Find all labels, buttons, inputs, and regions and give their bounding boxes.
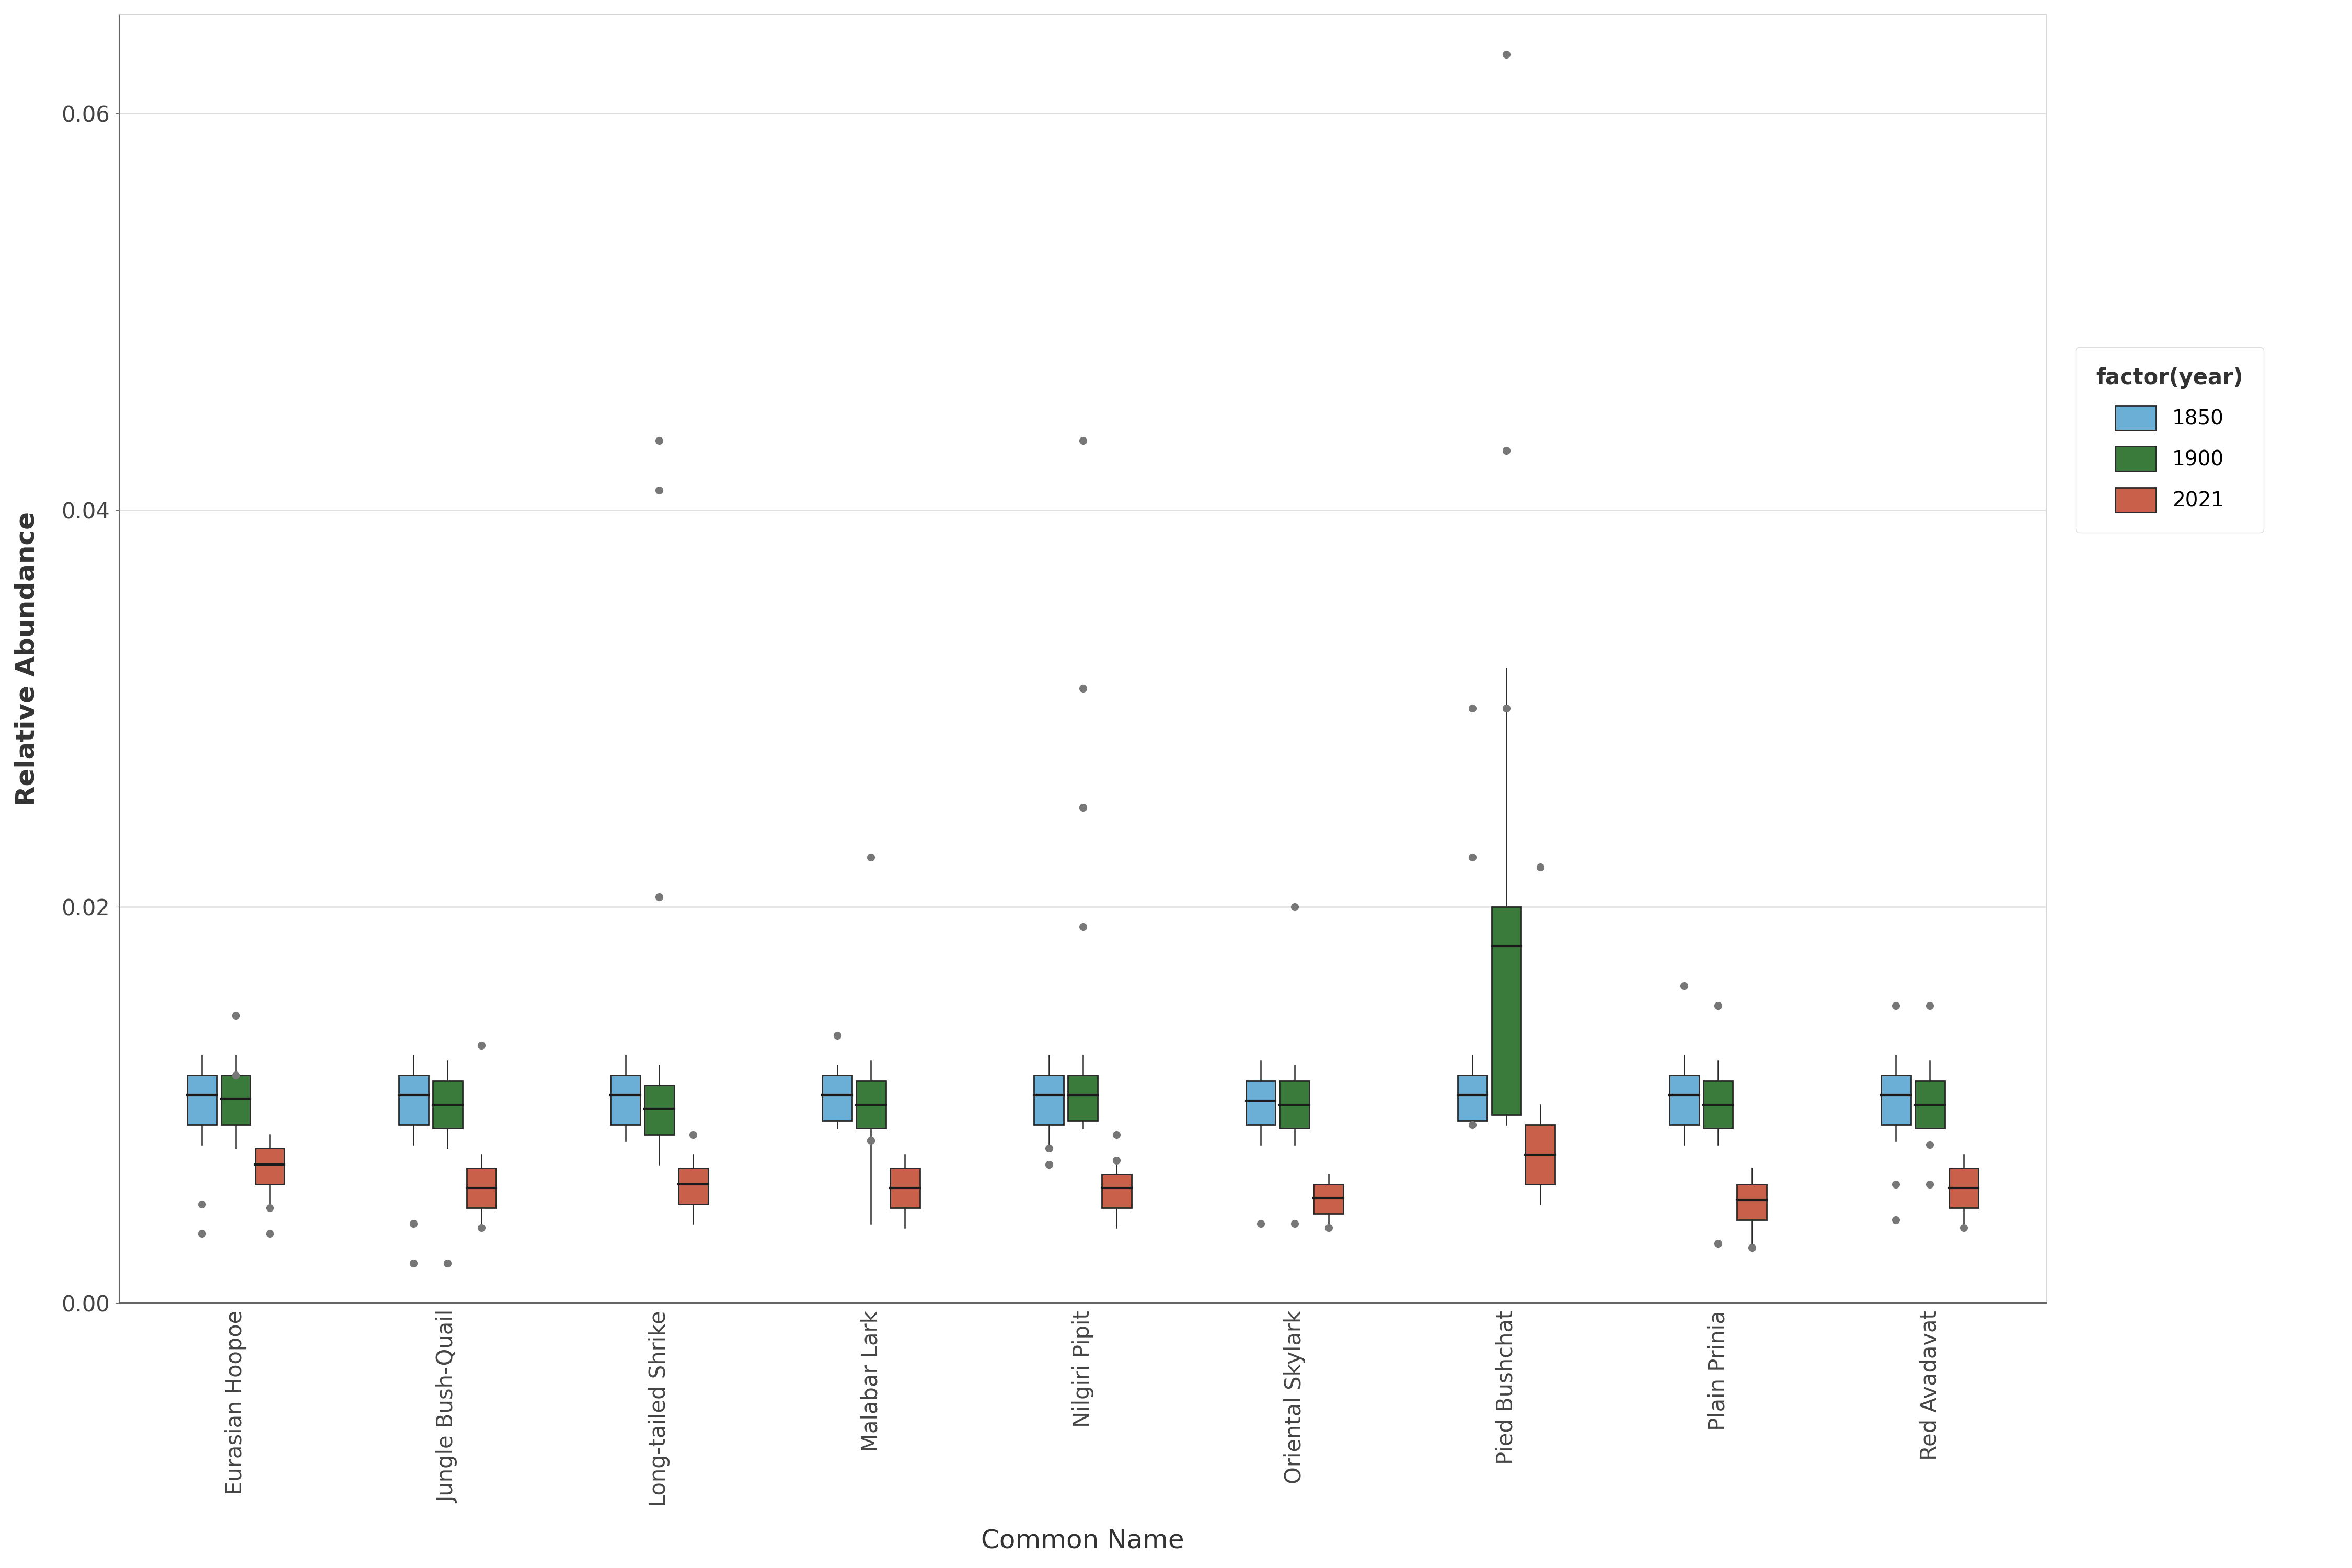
Point bbox=[1910, 993, 1947, 1018]
Point bbox=[1522, 855, 1559, 880]
Point bbox=[818, 1022, 856, 1047]
Point bbox=[640, 478, 677, 503]
Point bbox=[1030, 1152, 1068, 1178]
Bar bbox=[400, 1076, 428, 1124]
Point bbox=[851, 845, 889, 870]
Point bbox=[1310, 1215, 1348, 1240]
Bar bbox=[677, 1168, 708, 1204]
Legend: 1850, 1900, 2021: 1850, 1900, 2021 bbox=[2077, 347, 2263, 533]
Point bbox=[1454, 845, 1491, 870]
Point bbox=[1030, 1135, 1068, 1160]
Bar bbox=[644, 1085, 675, 1135]
Bar bbox=[889, 1168, 920, 1207]
Bar bbox=[612, 1076, 640, 1124]
Point bbox=[1877, 1171, 1915, 1196]
Point bbox=[1733, 1236, 1771, 1261]
Point bbox=[1242, 1210, 1279, 1236]
Point bbox=[252, 1195, 289, 1220]
Point bbox=[640, 884, 677, 909]
Point bbox=[1063, 676, 1101, 701]
Point bbox=[216, 1063, 254, 1088]
Bar bbox=[1882, 1076, 1910, 1124]
Point bbox=[1098, 1123, 1136, 1148]
Y-axis label: Relative Abundance: Relative Abundance bbox=[14, 511, 40, 806]
Point bbox=[1098, 1148, 1136, 1173]
Point bbox=[395, 1251, 433, 1276]
Bar bbox=[1312, 1184, 1343, 1214]
Bar bbox=[1035, 1076, 1063, 1124]
Point bbox=[640, 428, 677, 453]
Point bbox=[1063, 428, 1101, 453]
Point bbox=[252, 1221, 289, 1247]
Point bbox=[395, 1210, 433, 1236]
Bar bbox=[188, 1076, 216, 1124]
Point bbox=[1910, 1132, 1947, 1157]
Bar bbox=[1458, 1076, 1486, 1121]
Bar bbox=[856, 1080, 887, 1129]
Point bbox=[1910, 1171, 1947, 1196]
Point bbox=[1486, 437, 1524, 463]
Point bbox=[1063, 795, 1101, 820]
Bar bbox=[433, 1080, 463, 1129]
Point bbox=[1698, 1231, 1736, 1256]
Point bbox=[216, 1004, 254, 1029]
Bar bbox=[466, 1168, 496, 1207]
Point bbox=[1454, 1112, 1491, 1137]
Bar bbox=[1491, 906, 1522, 1115]
Bar bbox=[254, 1148, 285, 1184]
Bar bbox=[1950, 1168, 1978, 1207]
Point bbox=[183, 1192, 221, 1217]
X-axis label: Common Name: Common Name bbox=[981, 1529, 1185, 1554]
Point bbox=[1275, 894, 1312, 919]
Point bbox=[851, 1127, 889, 1152]
Point bbox=[463, 1215, 501, 1240]
Point bbox=[1698, 993, 1736, 1018]
Bar bbox=[1915, 1080, 1945, 1129]
Point bbox=[463, 1033, 501, 1058]
Point bbox=[1486, 696, 1524, 721]
Bar bbox=[1703, 1080, 1733, 1129]
Bar bbox=[1738, 1184, 1766, 1220]
Bar bbox=[1279, 1080, 1310, 1129]
Point bbox=[1877, 1207, 1915, 1232]
Point bbox=[183, 1221, 221, 1247]
Point bbox=[1665, 974, 1703, 999]
Point bbox=[428, 1251, 466, 1276]
Point bbox=[1945, 1215, 1983, 1240]
Bar bbox=[1670, 1076, 1698, 1124]
Bar bbox=[1068, 1076, 1098, 1121]
Bar bbox=[1526, 1124, 1555, 1184]
Bar bbox=[1101, 1174, 1131, 1207]
Bar bbox=[823, 1076, 851, 1121]
Point bbox=[1454, 696, 1491, 721]
Point bbox=[1063, 914, 1101, 939]
Point bbox=[1877, 993, 1915, 1018]
Point bbox=[1275, 1210, 1312, 1236]
Bar bbox=[221, 1076, 252, 1124]
Point bbox=[675, 1123, 713, 1148]
Point bbox=[1486, 42, 1524, 67]
Bar bbox=[1247, 1080, 1275, 1124]
